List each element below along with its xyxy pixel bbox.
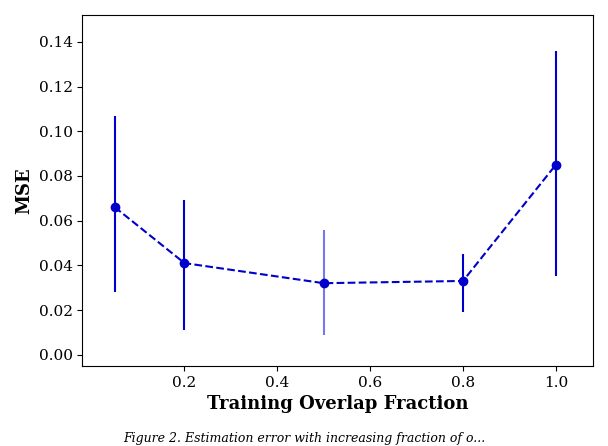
Text: Figure 2. Estimation error with increasing fraction of o...: Figure 2. Estimation error with increasi… [123,432,485,445]
Y-axis label: MSE: MSE [15,167,33,214]
X-axis label: Training Overlap Fraction: Training Overlap Fraction [207,395,468,413]
